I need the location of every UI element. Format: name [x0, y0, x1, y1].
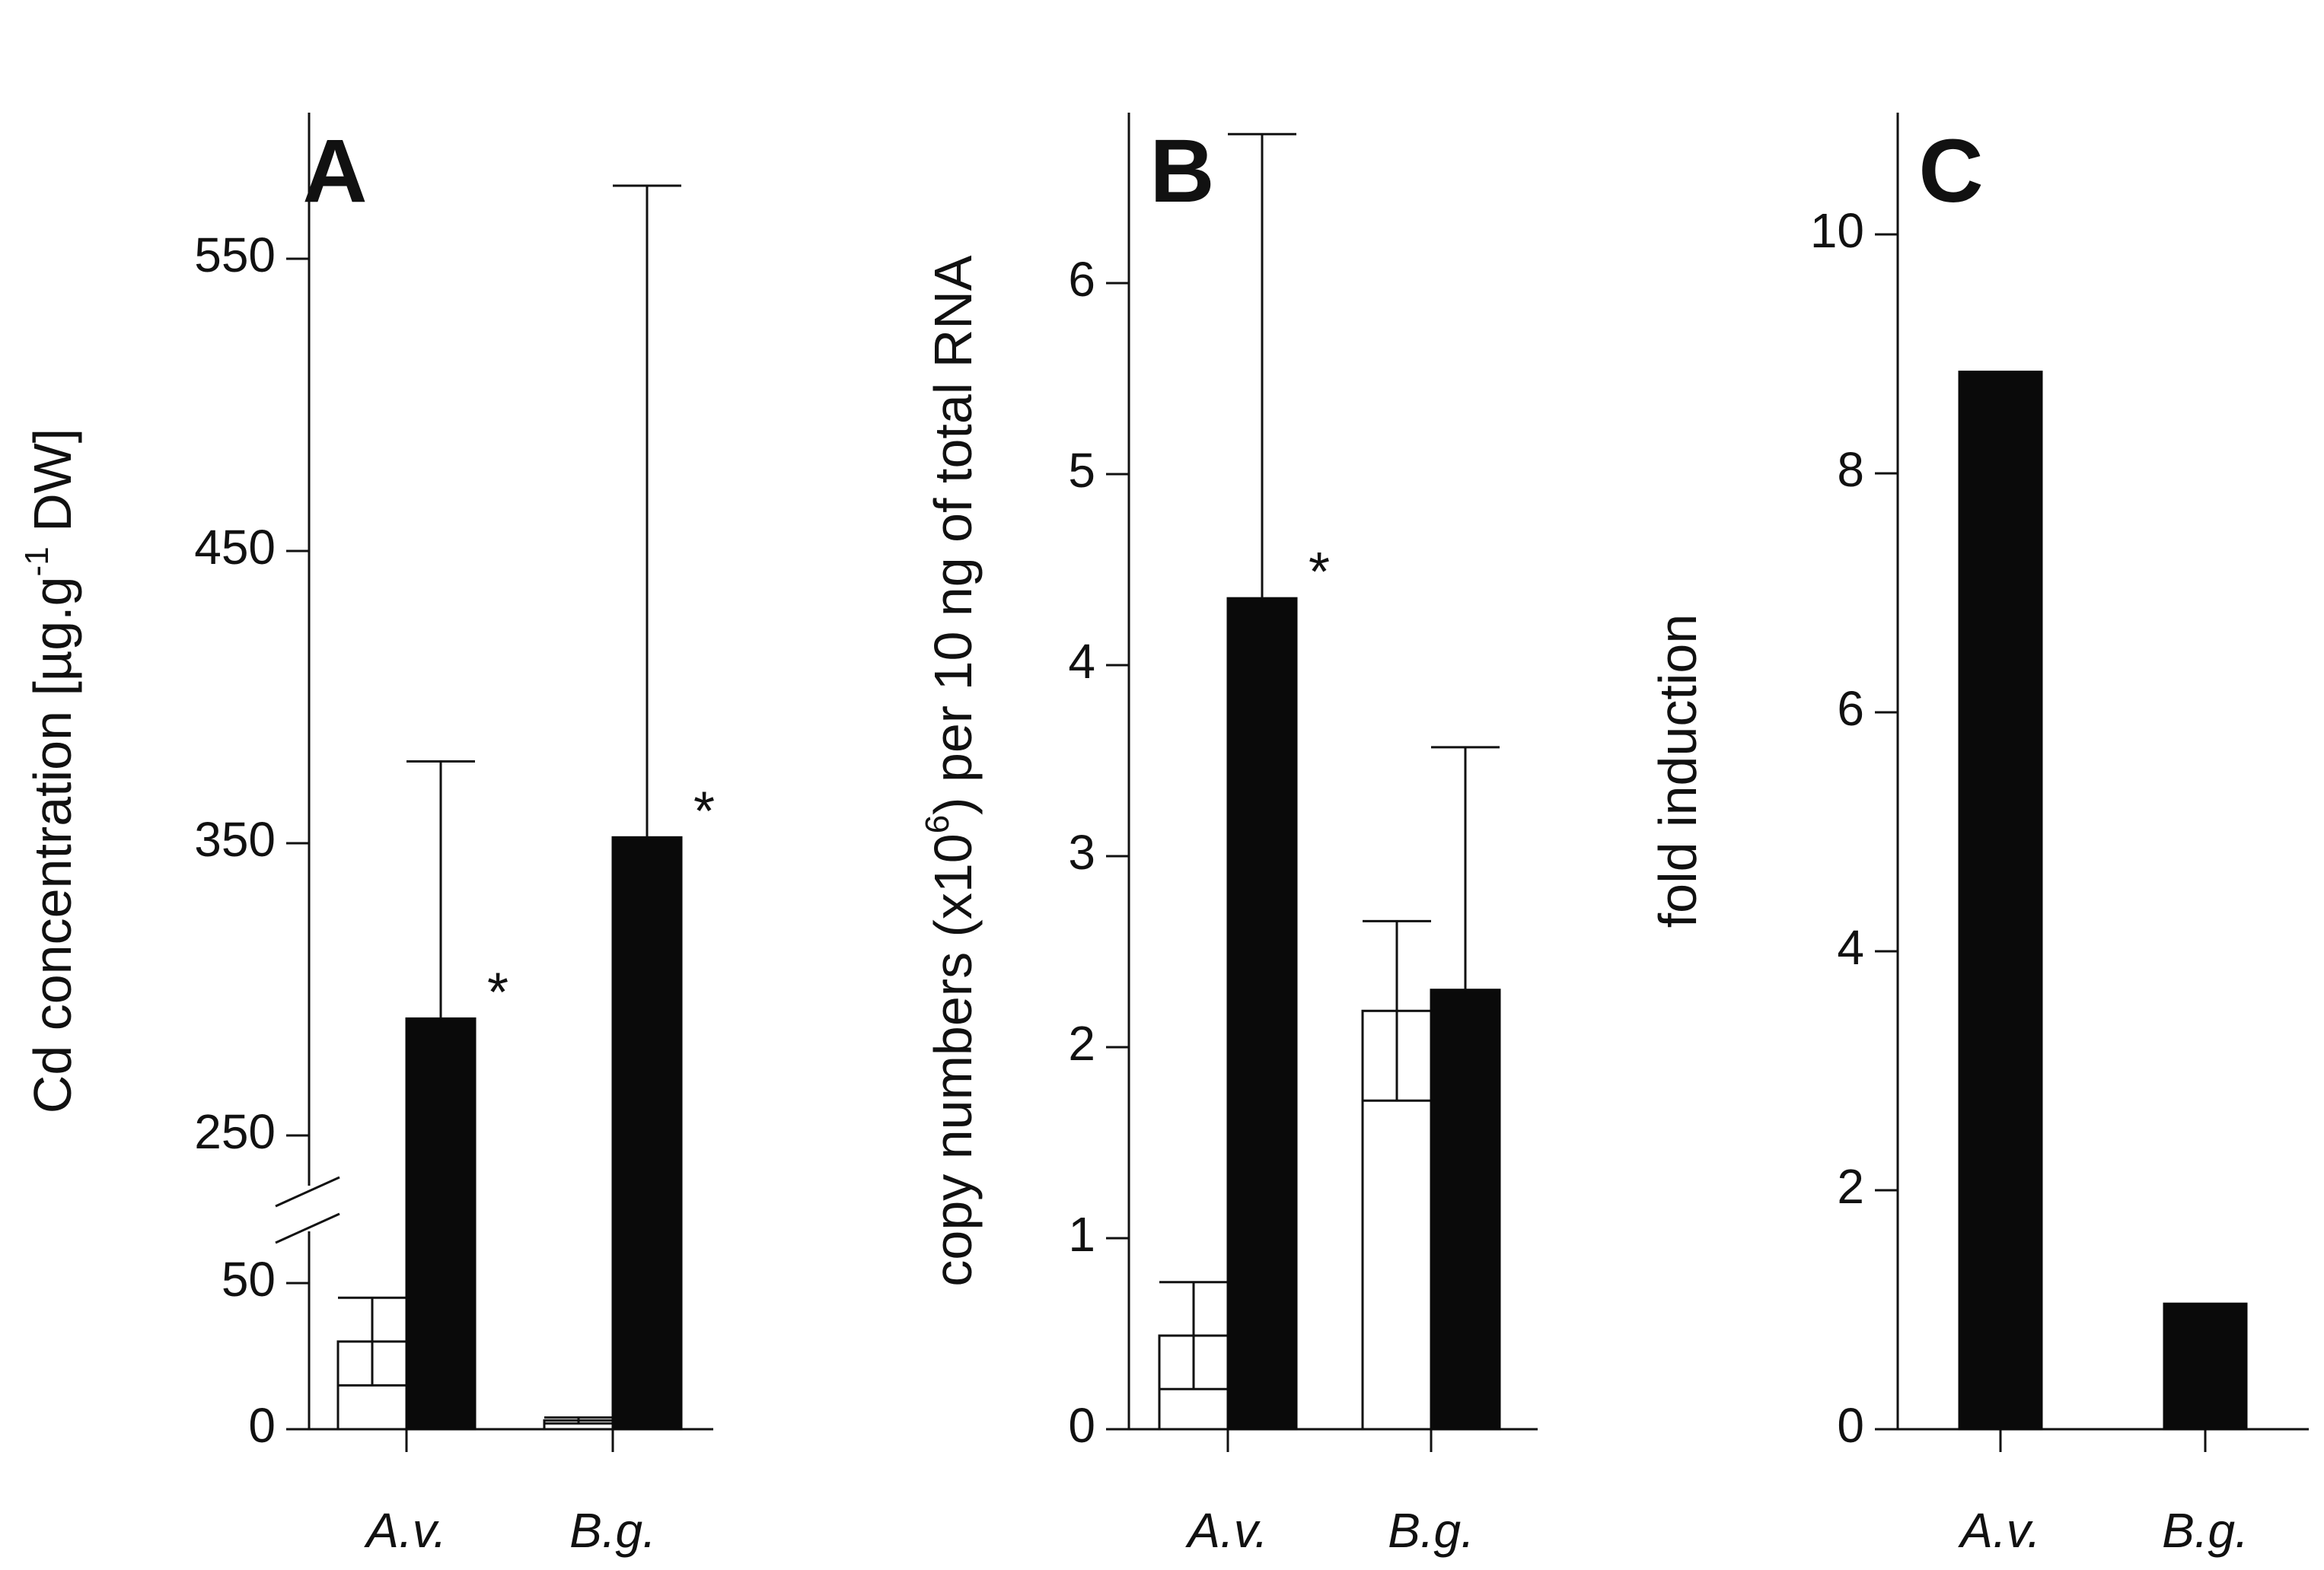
bar [2163, 1302, 2248, 1431]
y-tick-label: 0 [1068, 1398, 1095, 1453]
y-tick-label: 250 [194, 1104, 276, 1159]
y-tick-label: 4 [1068, 634, 1095, 689]
x-category-label: A.v. [1184, 1503, 1268, 1558]
axis-break-mark [275, 1212, 340, 1244]
y-axis-title-main: fold induction [1648, 614, 1707, 928]
bar [1430, 989, 1501, 1431]
y-tick-label: 350 [194, 812, 276, 867]
y-tick-label: 450 [194, 520, 276, 575]
y-tick-label: 6 [1068, 252, 1095, 307]
significance-star: * [487, 962, 508, 1023]
significance-star: * [1309, 542, 1330, 603]
y-tick-label: 4 [1837, 920, 1864, 975]
bar [1226, 597, 1298, 1431]
bar [1958, 371, 2043, 1431]
significance-star: * [693, 781, 715, 842]
y-tick-label: 2 [1068, 1016, 1095, 1071]
y-axis-title: Cd concentration [µg.g-1 DW] [18, 428, 83, 1113]
y-axis-title-main: copy numbers (x10 [923, 833, 983, 1286]
panel-letter: C [1918, 121, 1983, 221]
panel-a: 0 50 250 350 450 550 A.v. B.g. * * A Cd concentrati… [18, 113, 715, 1558]
y-tick-label: 2 [1837, 1159, 1864, 1214]
bar [405, 1017, 477, 1431]
y-tick-label: 0 [1837, 1398, 1864, 1453]
y-tick-label: 10 [1810, 203, 1864, 258]
y-axis-title-tail: ) per 10 ng of total RNA [923, 255, 983, 815]
y-tick-label: 3 [1068, 825, 1095, 880]
y-axis-title-superscript: 6 [919, 815, 956, 833]
panel-letter: A [302, 121, 367, 221]
x-category-label: B.g. [2162, 1503, 2249, 1558]
y-tick-label: 1 [1068, 1207, 1095, 1262]
x-category-label: A.v. [363, 1503, 447, 1558]
y-tick-label: 6 [1837, 681, 1864, 736]
axis-break-mark [275, 1176, 340, 1208]
bar [611, 836, 683, 1431]
y-tick-label: 550 [194, 228, 276, 282]
y-tick-label: 50 [222, 1252, 276, 1307]
y-axis-title-main: Cd concentration [µg.g [23, 576, 82, 1113]
x-category-label: B.g. [569, 1503, 656, 1558]
y-axis-title: copy numbers (x106) per 10 ng of total R… [919, 255, 983, 1286]
x-category-label: A.v. [1957, 1503, 2041, 1558]
x-category-label: B.g. [1388, 1503, 1474, 1558]
y-tick-label: 5 [1068, 443, 1095, 498]
y-axis-title: fold induction [1648, 614, 1707, 928]
y-axis-title-superscript: -1 [18, 546, 56, 576]
y-axis-title-tail: DW] [23, 428, 82, 547]
y-tick-label: 0 [248, 1398, 276, 1453]
y-tick-label: 8 [1837, 442, 1864, 497]
panel-letter: B [1149, 121, 1214, 221]
